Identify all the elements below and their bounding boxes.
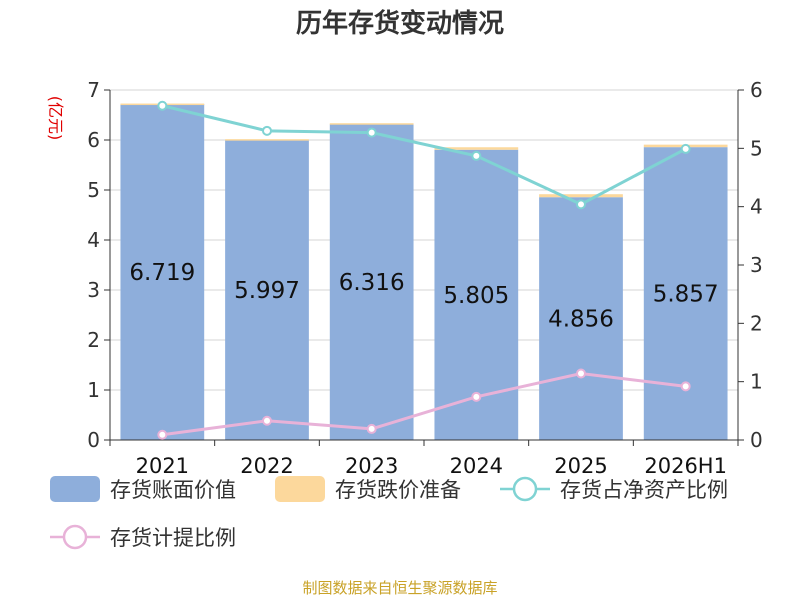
grid-lines: [110, 89, 738, 391]
bar-data-label: 4.856: [548, 307, 614, 333]
right-axis-tick-label: 2: [750, 311, 763, 335]
x-axis-tick-label: 2021: [136, 454, 189, 478]
point-inventory-provision-ratio: [366, 423, 377, 434]
chart-title: 历年存货变动情况: [296, 8, 504, 39]
x-axis-tick-label: 2025: [554, 454, 607, 478]
right-axis-tick-label: 0: [750, 428, 763, 452]
line-inventory-to-net-assets: [161, 104, 687, 207]
point-inventory-provision-ratio: [680, 381, 691, 392]
x-axis-tick-label: 2022: [240, 454, 293, 478]
legend-marker: [62, 524, 88, 550]
point-inventory-to-net-assets: [262, 125, 272, 136]
right-axis-tick-label: 3: [750, 253, 763, 277]
right-axis-tick-label: 5: [750, 136, 763, 160]
point-inventory-to-net-assets: [366, 127, 377, 138]
legend-marker: [512, 476, 538, 502]
legend-label: 存货跌价准备: [335, 478, 461, 502]
bar-data-label: 5.857: [653, 282, 719, 308]
point-inventory-to-net-assets: [576, 199, 586, 210]
point-inventory-to-net-assets: [471, 150, 482, 161]
legend-swatch: [50, 476, 100, 502]
left-axis-tick-label: 6: [87, 128, 100, 152]
left-axis-tick-label: 0: [87, 428, 100, 452]
legend-item[interactable]: 存货计提比例: [50, 524, 236, 550]
bar-inventory-book-value: [120, 104, 205, 441]
y-axis-unit-label: (亿元): [46, 96, 65, 141]
x-axis-tick-label: 2023: [345, 454, 398, 478]
legend-label: 存货占净资产比例: [560, 478, 728, 502]
data-source-note: 制图数据来自恒生聚源数据库: [302, 579, 497, 597]
right-axis-tick-label: 6: [750, 78, 763, 102]
line-series: [157, 100, 691, 440]
legend-item[interactable]: 存货占净资产比例: [500, 476, 728, 502]
legend-item[interactable]: 存货账面价值: [50, 476, 236, 502]
point-inventory-provision-ratio: [262, 415, 272, 426]
point-inventory-to-net-assets: [680, 143, 691, 154]
bar-inventory-impairment-reserve: [329, 123, 414, 125]
right-axis-tick-label: 4: [750, 195, 763, 219]
axes: 0 1 2 3 4 5 6 7 0 1 2 3 4 5 6 2021 2022 2023 2024 2025 2026H…: [87, 78, 762, 478]
left-axis-tick-label: 4: [87, 228, 100, 252]
legend-label: 存货计提比例: [110, 526, 236, 550]
left-axis-tick-label: 7: [87, 78, 100, 102]
left-axis-tick-label: 2: [87, 328, 100, 352]
bar-series: [120, 103, 728, 441]
bar-inventory-impairment-reserve: [539, 194, 623, 198]
bar-inventory-book-value: [329, 124, 414, 440]
data-labels: 6.719 5.997 6.316 5.805 4.856 5.857: [129, 260, 718, 333]
bar-data-label: 5.997: [234, 278, 300, 304]
bar-data-label: 6.316: [339, 270, 405, 296]
legend-item[interactable]: 存货跌价准备: [275, 476, 461, 502]
point-inventory-provision-ratio: [576, 368, 586, 379]
right-axis-tick-label: 1: [750, 370, 763, 394]
bar-inventory-book-value: [539, 197, 623, 440]
bar-data-label: 6.719: [129, 260, 195, 286]
bar-data-label: 5.805: [443, 283, 509, 309]
point-inventory-to-net-assets: [157, 100, 168, 111]
x-axis-tick-label: 2024: [450, 454, 503, 478]
point-inventory-provision-ratio: [157, 429, 168, 440]
bar-inventory-book-value: [225, 140, 309, 440]
left-axis-tick-label: 1: [87, 378, 100, 402]
legend-label: 存货账面价值: [110, 478, 236, 502]
legend-swatch: [275, 476, 325, 502]
left-axis-tick-label: 5: [87, 178, 100, 202]
bar-inventory-impairment-reserve: [225, 139, 309, 141]
x-axis-tick-label: 2026H1: [644, 454, 727, 478]
bar-inventory-impairment-reserve: [434, 147, 519, 150]
line-inventory-provision-ratio: [162, 371, 686, 437]
left-axis-tick-label: 3: [87, 278, 100, 302]
point-inventory-provision-ratio: [471, 391, 482, 402]
